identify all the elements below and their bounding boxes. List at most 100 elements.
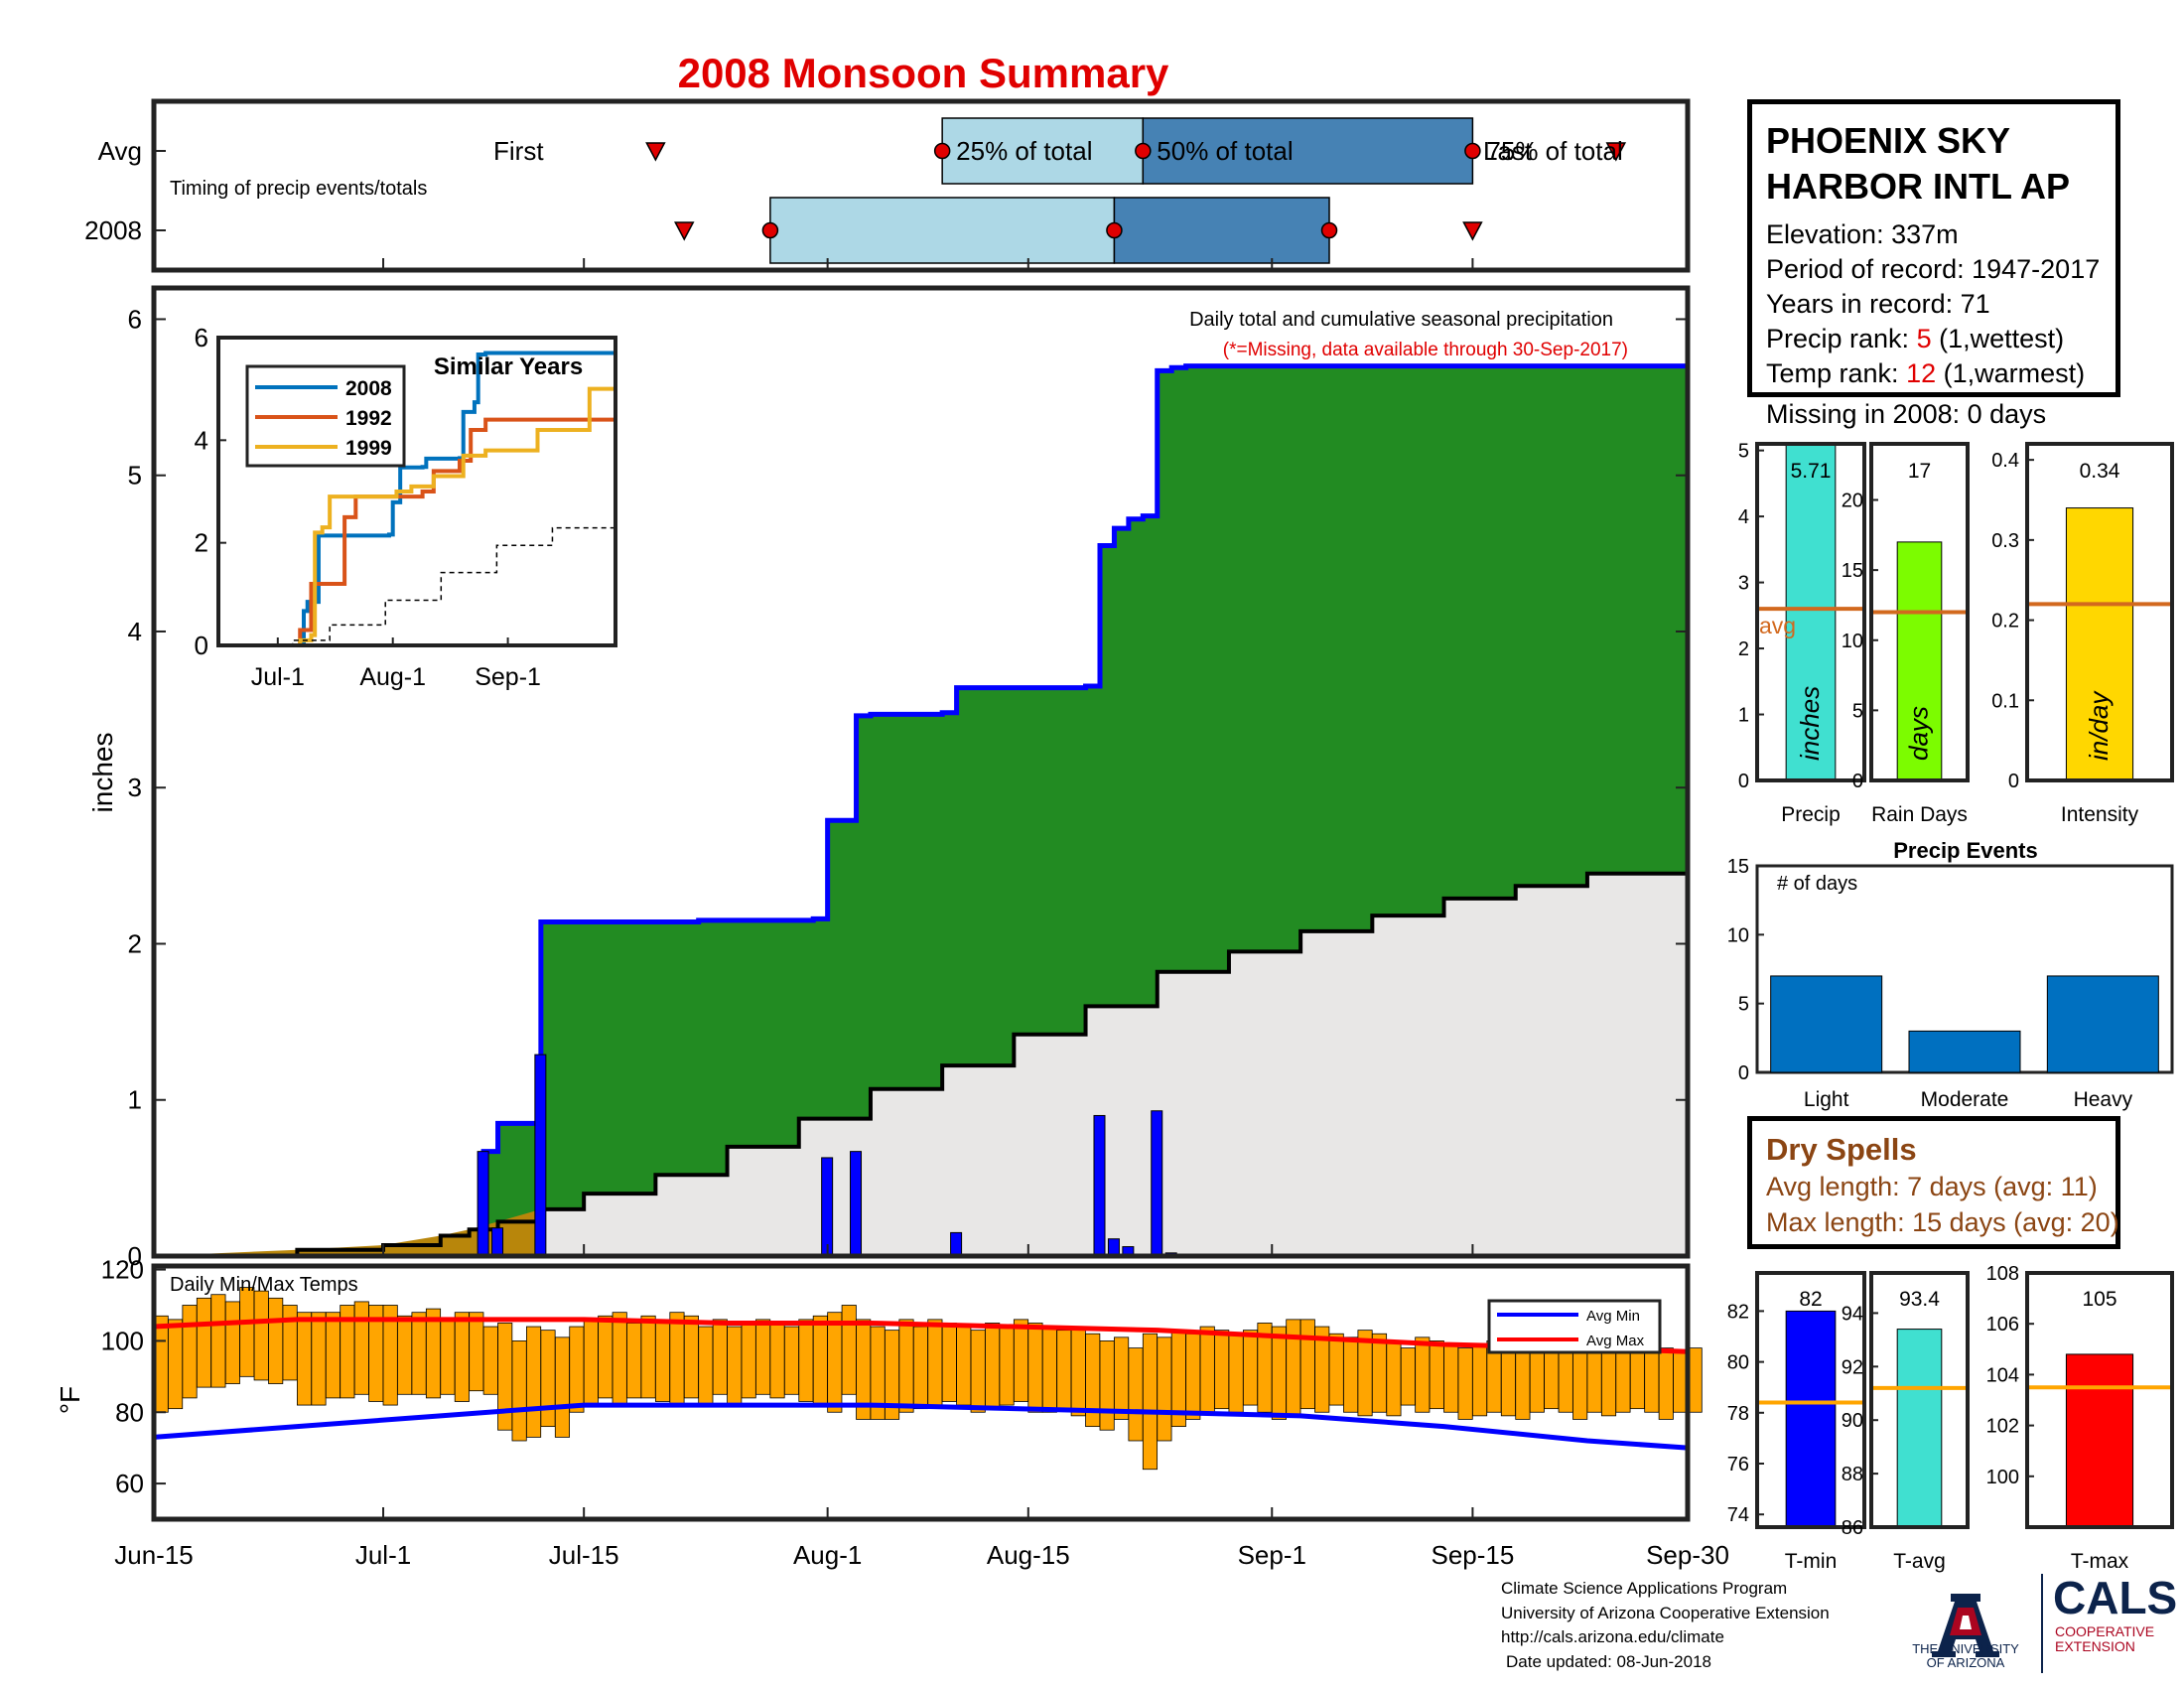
main-ytick-label: 2: [128, 928, 142, 958]
tmax_bar-ytick-label: 102: [1986, 1416, 2019, 1438]
page-title: 2008 Monsoon Summary: [677, 50, 1169, 96]
daily-temp-bar: [210, 1294, 226, 1388]
precip-events-category-label: Light: [1804, 1088, 1849, 1111]
main-chart-subtitle: (*=Missing, data available through 30-Se…: [1223, 340, 1628, 360]
timing-legend-25: 25% of total: [956, 136, 1092, 166]
tmax_bar-ytick-label: 108: [1986, 1263, 2019, 1285]
university-of-arizona-logo-icon: [1932, 1594, 1999, 1657]
timing-marker-circle: [1106, 221, 1123, 239]
daily-temp-bar: [1457, 1347, 1473, 1420]
credits-url: http://cals.arizona.edu/climate: [1501, 1627, 1724, 1646]
similar-ytick-label: 4: [195, 425, 208, 455]
daily-temp-bar: [325, 1312, 341, 1399]
date-xtick-label: Sep-30: [1646, 1540, 1729, 1570]
raindays_bar-value-label: 17: [1908, 460, 1931, 483]
missing-days-text: Missing in 2008: 0 days: [1766, 399, 2047, 429]
period-text: Period of record: 1947-2017: [1766, 254, 2101, 284]
daily-temp-bar: [798, 1319, 814, 1402]
similar-legend-label: 2008: [345, 377, 392, 400]
daily-precip-bar: [534, 1054, 547, 1257]
daily-temp-bar: [827, 1312, 843, 1413]
date-xtick-label: Jul-15: [549, 1540, 619, 1570]
precip-rank-note: (1,wettest): [1931, 324, 2065, 353]
raindays_bar-ytick-label: 15: [1842, 560, 1863, 582]
timing-marker-triangle: [674, 221, 695, 241]
ua-line2: OF ARIZONA: [1926, 1655, 2005, 1670]
cals-line2: EXTENSION: [2055, 1638, 2135, 1654]
daily-temp-bar: [469, 1312, 484, 1392]
daily-temp-bar: [569, 1326, 585, 1413]
avg-min-temp-line: [153, 1402, 1689, 1451]
timing-marker-triangle: [1462, 221, 1483, 241]
daily-temp-bar: [712, 1319, 728, 1395]
daily-temp-bar: [812, 1315, 828, 1406]
tavg_bar-value-label: 93.4: [1899, 1288, 1940, 1311]
similar-years-line-2008: [218, 351, 615, 647]
daily-precip-bar: [1093, 1114, 1106, 1257]
tavg_bar-ytick-label: 92: [1842, 1356, 1863, 1378]
daily-temp-bar: [1415, 1336, 1431, 1413]
similar-years-frame: [216, 336, 617, 647]
daily-temp-bar: [1429, 1340, 1444, 1410]
daily-temp-bar: [268, 1297, 284, 1384]
daily-temp-bar: [999, 1326, 1015, 1406]
tmax_bar-frame: [2025, 1271, 2174, 1529]
temps-title: Daily Min/Max Temps: [170, 1274, 358, 1296]
daily-temp-bar: [1615, 1347, 1631, 1413]
ua-line1: THE UNIVERSITY: [1912, 1641, 2019, 1656]
avg-max-temp-line: [153, 1317, 1689, 1354]
tavg_bar-bar: [1896, 1329, 1943, 1528]
daily-temp-bar: [1157, 1336, 1172, 1442]
daily-temp-bar: [454, 1312, 470, 1402]
credits-line2: University of Arizona Cooperative Extens…: [1501, 1603, 1830, 1622]
precip_bar-ytick-label: 1: [1738, 705, 1749, 727]
credits-line1: Climate Science Applications Program: [1501, 1579, 1788, 1598]
intensity_bar-ytick-label: 0.2: [1991, 611, 2019, 633]
daily-temp-bar: [669, 1312, 685, 1406]
tavg_bar-ytick-label: 90: [1842, 1410, 1863, 1432]
daily-temp-bar: [1013, 1319, 1029, 1402]
similar-years-title: Similar Years: [434, 353, 583, 380]
precip-rank-text: Precip rank: 5 (1,wettest): [1766, 322, 2102, 356]
temps-legend: [1487, 1299, 1662, 1354]
tavg_bar-ytick-label: 88: [1842, 1464, 1863, 1485]
station-info-box: PHOENIX SKY HARBOR INTL AP Elevation: 33…: [1747, 99, 2120, 397]
tmin_bar-ytick-label: 74: [1727, 1504, 1749, 1526]
daily-temp-bar: [497, 1323, 513, 1431]
precip-events-category-label: Heavy: [2074, 1088, 2133, 1111]
daily-precip-bar: [850, 1151, 863, 1257]
date-xtick-label: Aug-1: [793, 1540, 862, 1570]
precip_bar-frame: [1755, 442, 1866, 782]
temps-ytick-label: 120: [101, 1255, 144, 1285]
years-text: Years in record: 71: [1766, 289, 1990, 319]
timing-bar-2008-50-75: [1113, 197, 1330, 264]
daily-temp-bar: [1529, 1343, 1545, 1413]
daily-temp-bar: [282, 1305, 298, 1381]
daily-temp-bar: [1558, 1347, 1573, 1413]
daily-temp-bar: [1500, 1347, 1516, 1417]
intensity_bar-value-label: 0.34: [2080, 460, 2120, 483]
main-ytick-label: 6: [128, 304, 142, 334]
intensity_bar-ytick-label: 0: [2008, 771, 2019, 792]
intensity_bar-bar: [2065, 507, 2134, 781]
station-name-line1: PHOENIX SKY: [1766, 120, 2011, 161]
credits-date: Date updated: 08-Jun-2018: [1506, 1651, 1711, 1671]
daily-precip-bar: [821, 1157, 834, 1257]
precip-events-ytick-label: 15: [1727, 856, 1749, 878]
daily-temp-bar: [397, 1315, 413, 1395]
temps-ytick-label: 80: [115, 1397, 144, 1427]
daily-temp-bar: [1386, 1340, 1402, 1417]
cals-wordmark: CALS: [2053, 1572, 2178, 1623]
timing-frame: [151, 98, 1691, 273]
similar-legend-label: 1999: [345, 437, 392, 460]
precip-events-bar: [1908, 1030, 2021, 1073]
precip-events-bar: [1770, 975, 1883, 1073]
daily-temp-bar: [1114, 1336, 1130, 1420]
daily-temp-bar: [956, 1326, 972, 1406]
daily-temp-bar: [1070, 1326, 1086, 1417]
daily-temp-bar: [1443, 1343, 1459, 1413]
timing-marker-triangle: [645, 142, 666, 162]
daily-temp-bar: [224, 1301, 240, 1384]
station-name: PHOENIX SKY HARBOR INTL AP: [1766, 118, 2102, 210]
